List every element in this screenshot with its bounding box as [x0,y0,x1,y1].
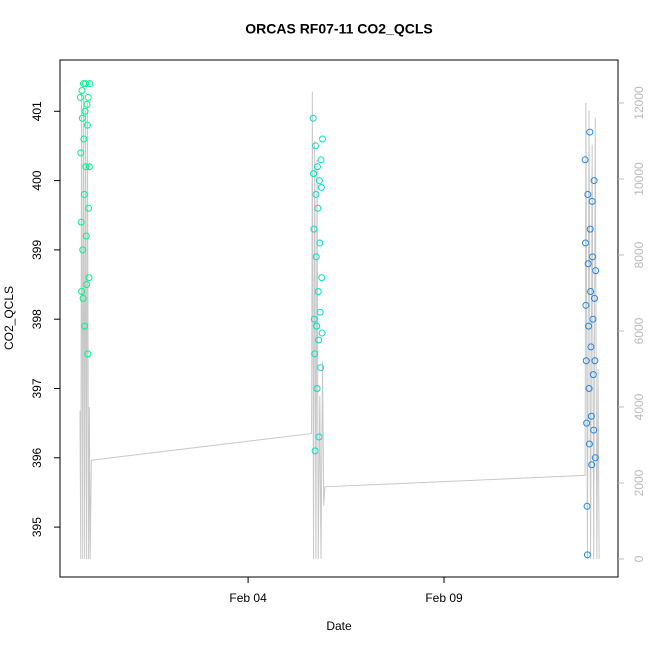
point [85,163,93,171]
y-tick-label: 397 [30,378,44,398]
point [585,384,593,392]
point [584,190,592,198]
point [581,156,589,164]
point [317,364,325,372]
point [78,86,86,94]
point [585,322,593,330]
point [584,260,592,268]
point [311,447,319,455]
point [78,287,86,295]
point [80,190,88,198]
point [581,239,589,247]
y-tick-label: 401 [30,101,44,121]
point [83,121,91,129]
y2-tick-label: 10000 [632,162,646,196]
point [76,93,84,101]
point [589,253,597,261]
point [588,197,596,205]
point [318,329,326,337]
point [77,218,85,226]
point [314,287,322,295]
point [313,384,321,392]
point [85,204,93,212]
point [590,177,598,185]
point [592,267,600,275]
point [86,80,94,88]
point [317,184,325,192]
y-axis-label: CO2_QCLS [2,286,16,350]
chart-title: ORCAS RF07-11 CO2_QCLS [245,21,433,37]
point [83,100,91,108]
point [582,357,590,365]
point [589,371,597,379]
point [589,315,597,323]
point [583,502,591,510]
point [583,419,591,427]
point [317,156,325,164]
point [81,107,89,115]
plot-frame [59,59,619,578]
x-axis-label: Date [326,619,352,633]
x-tick-label: Feb 09 [425,591,463,605]
point [311,350,319,358]
y2-tick-label: 6000 [632,317,646,344]
y2-tick-label: 8000 [632,241,646,268]
point [84,350,92,358]
point [315,433,323,441]
y2-tick-label: 4000 [632,393,646,420]
point [310,170,318,178]
y-tick-label: 399 [30,240,44,260]
point [586,225,594,233]
point [587,412,595,420]
point [586,128,594,136]
point [588,461,596,469]
y-tick-label: 398 [30,309,44,329]
point [591,454,599,462]
point [82,163,90,171]
point [315,177,323,185]
point [319,135,327,143]
point [83,281,91,289]
point [79,294,87,302]
point [316,308,324,316]
point [309,114,317,122]
point [310,315,318,323]
point [590,426,598,434]
point [312,190,320,198]
altitude-line [79,91,600,559]
y2-tick-label: 0 [632,555,646,562]
y2-tick-label: 12000 [632,86,646,120]
point [81,322,89,330]
point [590,294,598,302]
point [587,287,595,295]
point [81,80,89,88]
point [77,149,85,157]
point [84,93,92,101]
point [316,239,324,247]
point [587,343,595,351]
point [82,232,90,240]
point [318,274,326,282]
point [85,274,93,282]
point [313,322,321,330]
point [591,357,599,365]
point [585,440,593,448]
x-tick-label: Feb 04 [229,591,267,605]
point [582,301,590,309]
y2-tick-label: 2000 [632,469,646,496]
y-tick-label: 395 [30,517,44,537]
y-tick-label: 400 [30,170,44,190]
point [310,225,318,233]
y-tick-label: 396 [30,447,44,467]
point [311,142,319,150]
point [80,135,88,143]
point [79,246,87,254]
point [314,204,322,212]
point [78,114,86,122]
point [313,163,321,171]
point [312,253,320,261]
point [315,336,323,344]
point [583,551,591,559]
